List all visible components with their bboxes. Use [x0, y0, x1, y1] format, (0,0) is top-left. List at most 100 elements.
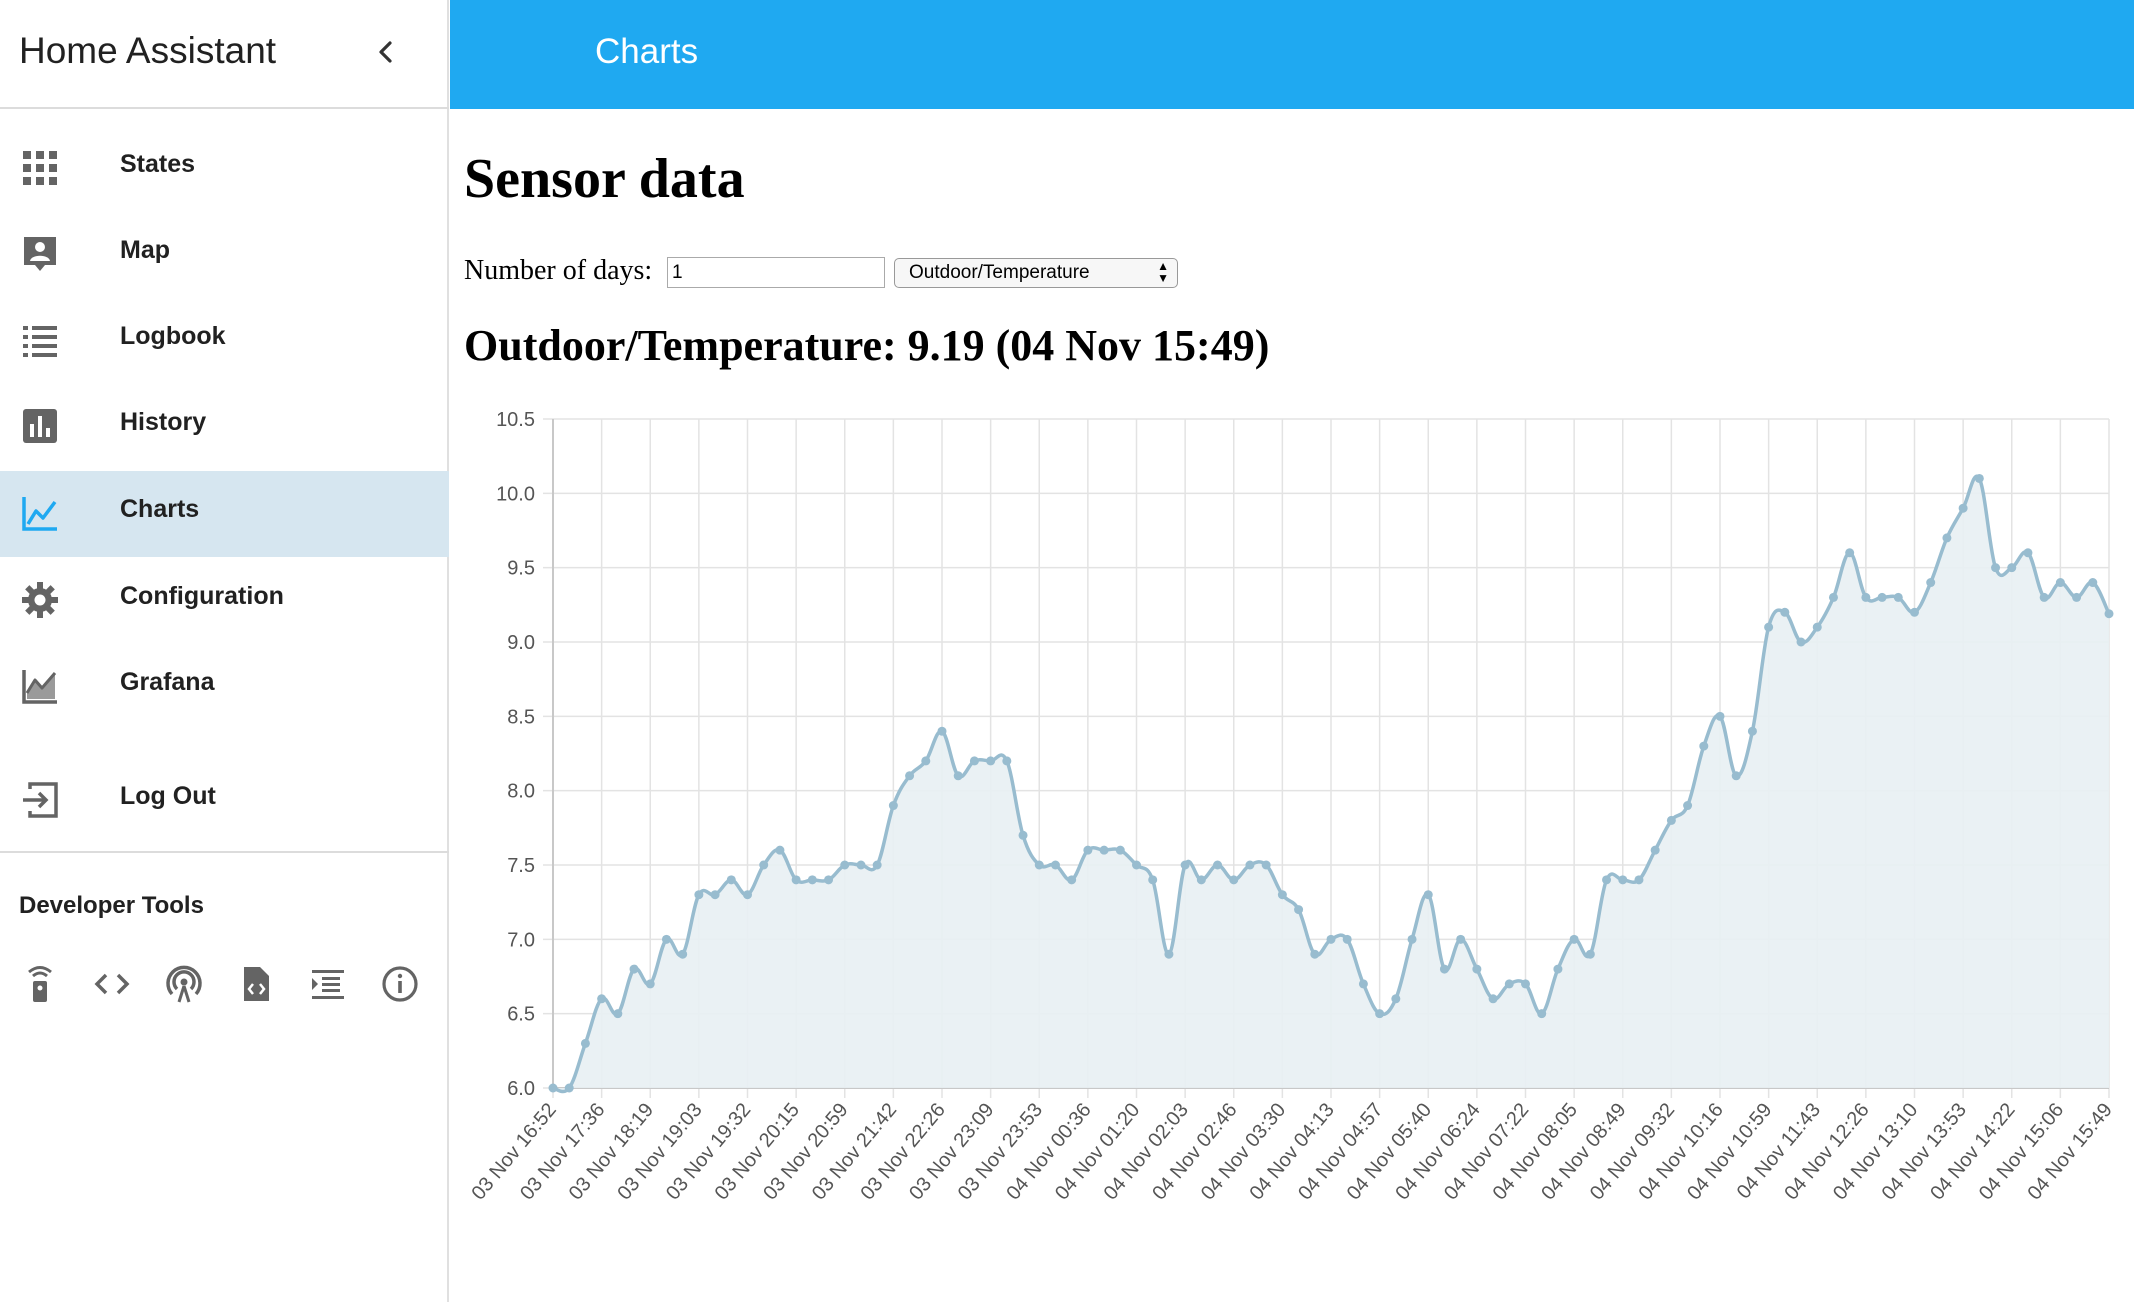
chevron-left-icon — [379, 41, 392, 63]
data-point — [678, 949, 688, 959]
sidebar-item-charts[interactable]: Charts — [0, 471, 449, 557]
sidebar-item-history[interactable]: History — [0, 384, 449, 470]
logout-icon — [23, 782, 58, 818]
data-point — [613, 1009, 623, 1019]
template-icon[interactable] — [306, 962, 350, 1006]
bar-chart-icon — [23, 409, 57, 443]
y-tick-label: 9.0 — [507, 632, 535, 654]
data-point — [597, 994, 607, 1004]
sidebar-item-label: Grafana — [120, 668, 215, 696]
data-point — [1569, 934, 1579, 944]
data-point — [1326, 934, 1336, 944]
data-point — [807, 875, 817, 885]
data-point — [1472, 964, 1482, 974]
sensor-select-value: Outdoor/Temperature — [909, 262, 1090, 283]
data-point — [564, 1083, 574, 1093]
data-point — [1731, 771, 1741, 781]
temperature-chart: 6.0 6.5 7.0 7.5 8.0 8.5 9.0 9.5 10.0 10.5 03 Nov 1… — [467, 409, 2116, 1204]
sidebar: Home Assistant States Map — [0, 0, 449, 1302]
sidebar-item-states[interactable]: States — [0, 126, 449, 212]
sidebar-item-label: History — [120, 408, 207, 436]
data-point — [2023, 548, 2033, 558]
line-chart-icon — [22, 497, 57, 531]
data-point — [1229, 875, 1239, 885]
data-point — [1666, 815, 1676, 825]
remote-icon[interactable] — [18, 962, 62, 1006]
data-point — [1391, 994, 1401, 1004]
data-point — [2104, 609, 2114, 619]
data-point — [872, 860, 882, 870]
select-arrows-icon: ▲ ▼ — [1157, 259, 1169, 285]
collapse-sidebar-button[interactable] — [364, 27, 408, 77]
sidebar-item-logout[interactable]: Log Out — [0, 758, 449, 844]
data-point — [1099, 845, 1109, 855]
data-point — [1423, 890, 1433, 900]
page-title: Charts — [595, 32, 699, 71]
data-point — [1407, 934, 1417, 944]
sidebar-item-grafana[interactable]: Grafana — [0, 644, 449, 730]
data-point — [1537, 1009, 1547, 1019]
broadcast-icon[interactable] — [162, 962, 206, 1006]
data-point — [726, 875, 736, 885]
file-code-icon[interactable] — [234, 962, 278, 1006]
data-point — [1634, 875, 1644, 885]
days-input[interactable] — [667, 257, 885, 288]
data-point — [1861, 592, 1871, 602]
data-point — [1602, 875, 1612, 885]
data-point — [548, 1083, 558, 1093]
data-point — [1504, 979, 1514, 989]
sidebar-item-label: Logbook — [120, 322, 226, 350]
info-icon[interactable] — [378, 962, 422, 1006]
data-point — [1034, 860, 1044, 870]
code-icon[interactable] — [90, 962, 134, 1006]
data-point — [1683, 801, 1693, 811]
data-point — [1521, 979, 1530, 989]
sensor-select[interactable]: Outdoor/Temperature ▲ ▼ — [894, 258, 1178, 288]
data-point — [1780, 607, 1790, 617]
data-point — [629, 964, 639, 974]
data-point — [1926, 578, 1936, 588]
data-point — [1715, 711, 1725, 721]
x-tick-label: 03 Nov 16:52 — [467, 1099, 560, 1204]
grid-icon — [23, 151, 57, 185]
data-point — [2039, 592, 2049, 602]
y-tick-label: 7.0 — [507, 929, 535, 951]
data-point — [1958, 503, 1968, 513]
data-point — [775, 845, 785, 855]
data-point — [1439, 964, 1449, 974]
data-point — [1456, 934, 1466, 944]
data-point — [1358, 979, 1368, 989]
data-point — [710, 890, 720, 900]
sidebar-item-logbook[interactable]: Logbook — [0, 298, 449, 384]
data-point — [1148, 875, 1158, 885]
data-point — [759, 860, 769, 870]
sidebar-item-label: States — [120, 150, 196, 178]
data-point — [1650, 845, 1660, 855]
y-tick-label: 8.5 — [507, 706, 535, 728]
sidebar-divider — [0, 851, 449, 853]
data-point — [1553, 964, 1563, 974]
data-point — [2088, 578, 2098, 588]
y-tick-label: 10.5 — [496, 409, 535, 431]
data-point — [1002, 756, 1012, 766]
map-person-icon — [24, 237, 56, 271]
data-point — [1845, 548, 1855, 558]
data-point — [1974, 473, 1984, 483]
data-point — [888, 801, 898, 811]
data-point — [1067, 875, 1077, 885]
data-point — [1910, 607, 1919, 617]
list-icon — [23, 326, 57, 357]
data-point — [1277, 890, 1287, 900]
sidebar-item-map[interactable]: Map — [0, 212, 449, 298]
sidebar-item-configuration[interactable]: Configuration — [0, 558, 449, 644]
y-tick-label: 7.5 — [507, 855, 535, 877]
data-point — [2055, 578, 2065, 588]
data-point — [1294, 905, 1304, 915]
area-chart-icon — [22, 670, 57, 704]
data-point — [1180, 860, 1190, 870]
data-point — [905, 771, 915, 781]
data-point — [1342, 934, 1352, 944]
sidebar-header: Home Assistant — [0, 0, 449, 109]
days-label: Number of days: — [464, 255, 653, 286]
data-point — [2007, 563, 2017, 573]
